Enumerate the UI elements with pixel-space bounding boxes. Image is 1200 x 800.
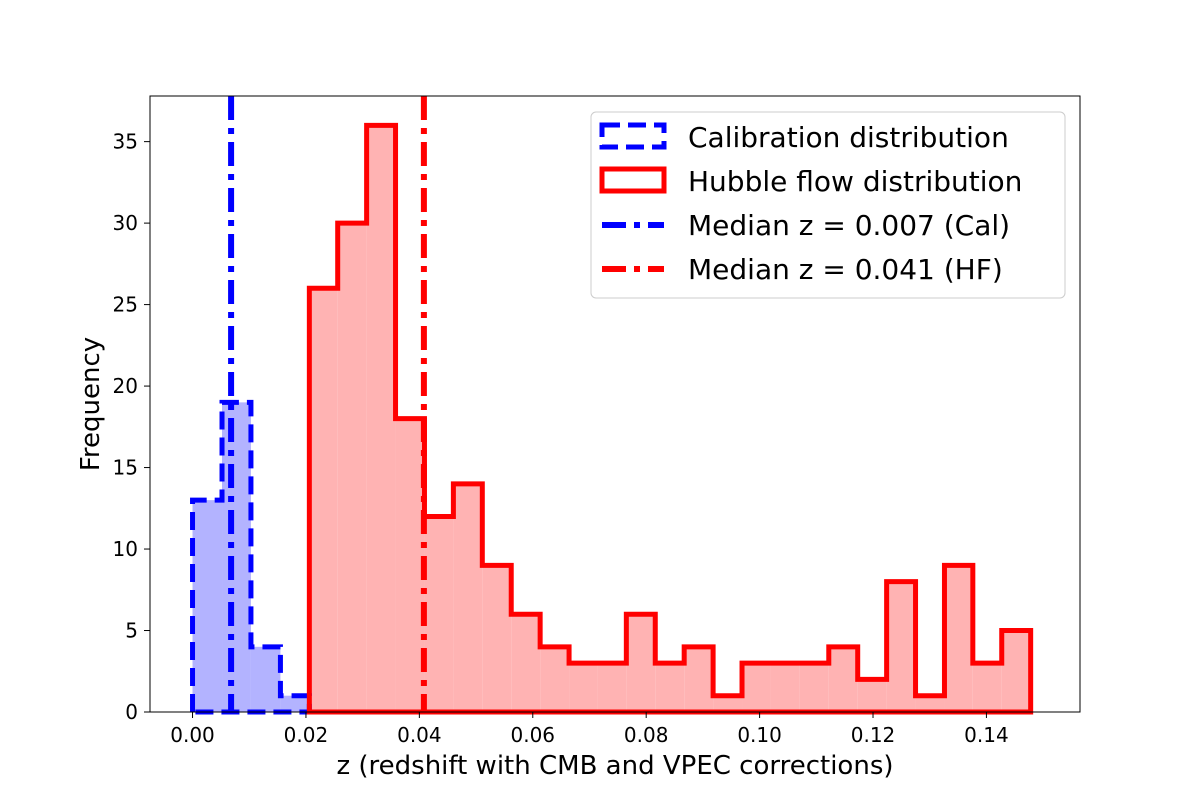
x-tick-label: 0.02 — [284, 723, 329, 747]
hubble-flow-bar — [511, 614, 541, 712]
hubble-flow-bar — [540, 646, 570, 712]
calibration-bar — [250, 646, 281, 712]
y-tick-label: 20 — [113, 374, 138, 398]
y-tick-label: 10 — [113, 537, 138, 561]
x-tick-label: 0.08 — [624, 723, 669, 747]
y-axis-ticks: 0 5 10 15 20 25 30 35 — [113, 130, 150, 724]
plot-frame — [149, 95, 1081, 713]
median-lines — [228, 96, 427, 712]
y-tick-label: 15 — [113, 456, 138, 480]
hubble-flow-bar — [972, 663, 1002, 712]
hubble-flow-bar — [337, 223, 367, 712]
x-tick-label: 0.04 — [397, 723, 442, 747]
y-tick-label: 35 — [113, 130, 138, 154]
y-tick-label: 0 — [125, 700, 138, 724]
y-axis-label: Frequency — [76, 337, 106, 471]
hubble-flow-bar — [857, 679, 887, 712]
x-tick-label: 0.10 — [737, 723, 782, 747]
calibration-bar — [280, 695, 310, 712]
hubble-flow-bar — [886, 581, 916, 712]
hubble-flow-bar — [684, 646, 714, 712]
hubble-flow-bar — [655, 663, 685, 712]
x-tick-label: 0.12 — [851, 723, 896, 747]
hubble-flow-bar — [944, 565, 973, 712]
x-tick-label: 0.14 — [964, 723, 1009, 747]
legend-label-median-hf: Median z = 0.041 (HF) — [688, 253, 1003, 286]
x-axis-label: z (redshift with CMB and VPEC correction… — [336, 751, 893, 781]
hubble-flow-bar — [597, 663, 627, 712]
hubble-flow-bar — [395, 418, 425, 712]
hubble-flow-bar — [799, 663, 829, 712]
y-tick-label: 25 — [113, 293, 138, 317]
hubble-flow-bar — [453, 483, 483, 712]
calibration-bar — [192, 500, 223, 712]
hubble-flow-bar — [569, 663, 598, 712]
calibration-bar — [222, 402, 251, 712]
y-tick-label: 30 — [113, 211, 138, 235]
legend-label-hubble-flow: Hubble flow distribution — [688, 165, 1022, 198]
calibration-step-outline — [190, 399, 312, 715]
hubble-flow-bar — [482, 565, 512, 712]
hubble-flow-bar — [1001, 630, 1031, 712]
x-axis-ticks: 0.00 0.02 0.04 0.06 0.08 0.10 0.12 0.14 — [170, 712, 1009, 747]
legend: Calibration distribution Hubble flow dis… — [590, 111, 1066, 299]
hubble-flow-bar — [770, 663, 800, 712]
hubble-flow-bar — [915, 695, 945, 712]
y-tick-label: 5 — [125, 619, 138, 643]
legend-frame — [590, 111, 1066, 299]
histogram-fills — [192, 125, 1031, 713]
legend-swatch-calibration — [599, 122, 667, 150]
x-tick-label: 0.06 — [511, 723, 556, 747]
hubble-flow-bar — [742, 663, 771, 712]
x-tick-label: 0.00 — [170, 723, 215, 747]
hubble-flow-bar — [366, 125, 396, 713]
hubble-flow-bar — [713, 695, 743, 712]
hubble-flow-bar — [424, 516, 454, 712]
legend-label-median-cal: Median z = 0.007 (Cal) — [688, 209, 1010, 242]
legend-label-calibration: Calibration distribution — [688, 121, 1009, 154]
hubble-flow-bar — [828, 646, 858, 712]
hubble-flow-bar — [309, 288, 338, 712]
legend-swatch-hubble-flow — [599, 166, 667, 194]
hubble-flow-bar — [626, 614, 656, 712]
